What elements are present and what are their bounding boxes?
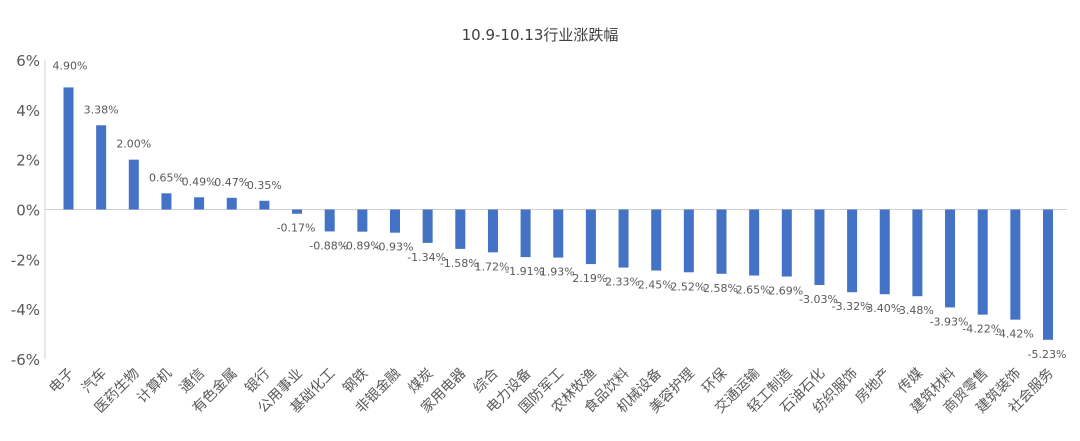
bar bbox=[814, 209, 825, 285]
data-label: 2.52% bbox=[670, 280, 705, 293]
data-label: 0.65% bbox=[149, 171, 184, 184]
bar bbox=[161, 193, 172, 210]
bar bbox=[357, 209, 368, 232]
data-label: 4.90% bbox=[53, 59, 88, 72]
bar bbox=[879, 209, 890, 295]
data-label: 0.35% bbox=[247, 179, 282, 192]
data-label: 3.40% bbox=[866, 302, 901, 315]
bar bbox=[749, 209, 760, 276]
data-label: -3.03% bbox=[799, 293, 838, 306]
data-label: 2.69% bbox=[768, 285, 803, 298]
data-label: -0.88% bbox=[309, 239, 348, 252]
data-label: -5.23% bbox=[1028, 348, 1067, 361]
y-tick-label: 6% bbox=[16, 52, 40, 70]
data-label: 1.93% bbox=[540, 266, 575, 279]
data-label: 2.33% bbox=[605, 276, 640, 289]
data-label: -3.93% bbox=[930, 315, 969, 328]
data-label: -4.22% bbox=[962, 323, 1001, 336]
bar bbox=[1043, 209, 1053, 340]
y-tick-label: 4% bbox=[16, 102, 40, 120]
bar bbox=[651, 209, 662, 271]
data-label: -1.34% bbox=[407, 251, 446, 264]
bar bbox=[1010, 209, 1021, 320]
data-label: -3.32% bbox=[832, 300, 871, 313]
bar bbox=[945, 209, 956, 308]
bar bbox=[912, 209, 923, 297]
y-tick-label: 2% bbox=[16, 152, 40, 170]
category-label: 电子 bbox=[46, 366, 77, 397]
data-labels: 4.90% 3.38% 2.00% 0.65%0.49%0.47%0.35% -0.17… bbox=[53, 59, 1067, 360]
bar bbox=[422, 209, 433, 243]
data-label: 0.49% bbox=[182, 175, 217, 188]
y-tick-label: 0% bbox=[16, 202, 40, 220]
bar bbox=[292, 209, 303, 214]
y-tick-label: -4% bbox=[11, 301, 40, 319]
bar bbox=[683, 209, 694, 273]
bar bbox=[455, 209, 466, 249]
x-axis-labels: 电子 汽车医药生物计算机 通信有色金属 银行公用事业基础化工 钢铁非银金融 煤炭家用电器综… bbox=[46, 365, 1057, 417]
bar bbox=[977, 209, 988, 315]
y-tick-label: -2% bbox=[11, 251, 40, 269]
bar bbox=[324, 209, 335, 232]
y-tick-label: -6% bbox=[11, 351, 40, 369]
bar bbox=[390, 209, 400, 233]
chart-title: 10.9-10.13行业涨跌幅 bbox=[462, 26, 619, 44]
bar bbox=[585, 209, 596, 265]
bar-series bbox=[63, 87, 1053, 340]
bar bbox=[618, 209, 629, 268]
data-label: 2.19% bbox=[572, 272, 607, 285]
data-label: -0.89% bbox=[342, 240, 381, 253]
data-label: -4.42% bbox=[995, 328, 1034, 341]
data-label: -1.58% bbox=[440, 257, 479, 270]
data-label: -1.91% bbox=[505, 265, 544, 278]
bar bbox=[781, 209, 792, 277]
bar bbox=[96, 125, 107, 210]
data-label: -0.17% bbox=[277, 222, 316, 235]
bar bbox=[259, 200, 270, 210]
y-axis-ticks: 6% 4% 2% 0% -2% -4% -6% bbox=[11, 52, 40, 369]
category-label: 房地产 bbox=[853, 366, 894, 407]
bar bbox=[716, 209, 727, 274]
data-label: 0.47% bbox=[214, 176, 249, 189]
bar bbox=[128, 159, 139, 210]
bar bbox=[520, 209, 531, 258]
data-label: -0.93% bbox=[375, 241, 414, 254]
bar bbox=[63, 87, 74, 210]
data-label: 2.00% bbox=[116, 138, 151, 151]
bar bbox=[487, 209, 498, 253]
bar bbox=[553, 209, 564, 258]
bar bbox=[194, 197, 205, 210]
data-label: 2.58% bbox=[703, 282, 738, 295]
bar bbox=[847, 209, 858, 293]
data-label: 2.45% bbox=[638, 279, 673, 292]
category-label: 计算机 bbox=[134, 366, 175, 407]
data-label: 3.38% bbox=[84, 103, 119, 116]
bar bbox=[226, 197, 237, 210]
data-label: 3.48% bbox=[899, 304, 934, 317]
data-label: 1.72% bbox=[474, 260, 509, 273]
data-label: 2.65% bbox=[736, 284, 771, 297]
